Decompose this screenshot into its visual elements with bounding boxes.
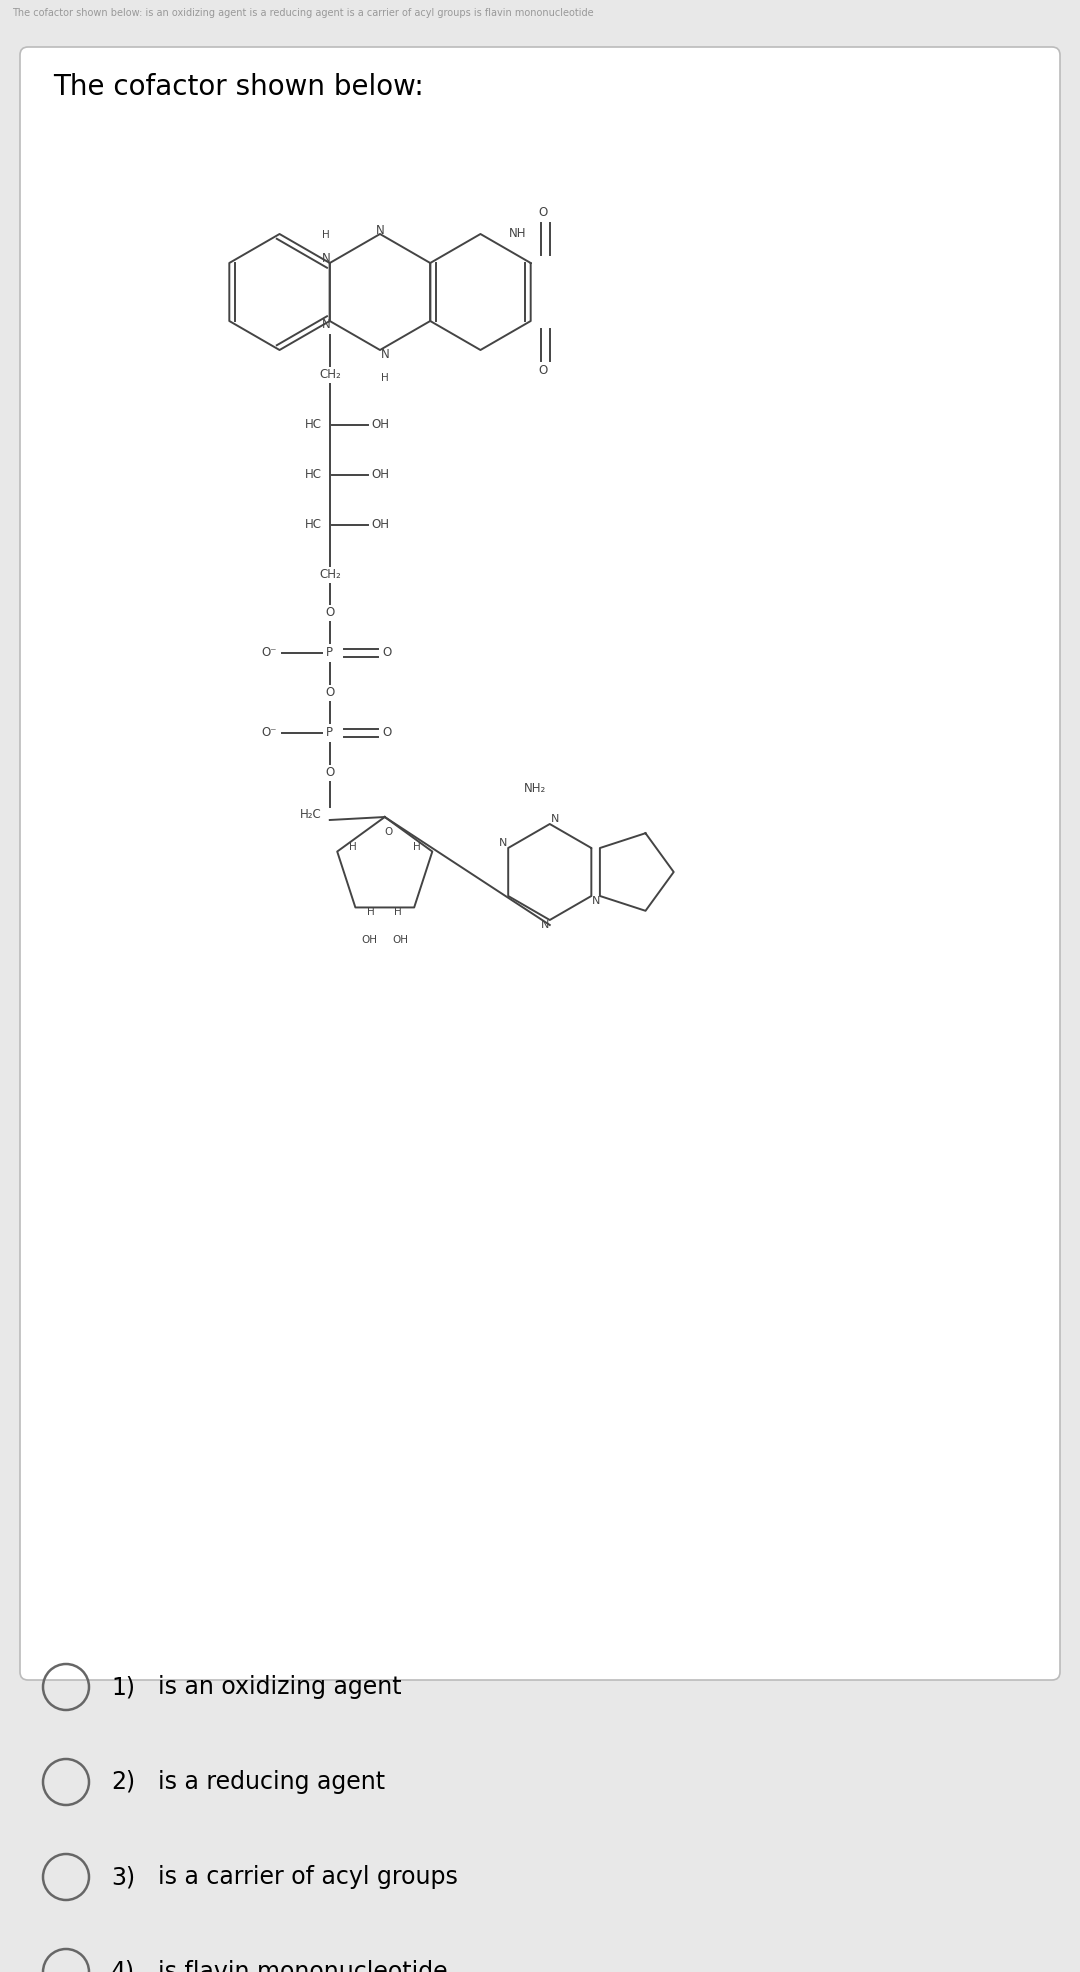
Text: 4): 4) bbox=[111, 1960, 135, 1972]
Text: O: O bbox=[382, 647, 392, 659]
Text: N: N bbox=[592, 895, 600, 905]
Text: O: O bbox=[382, 726, 392, 740]
Text: OH: OH bbox=[372, 469, 390, 481]
Text: HC: HC bbox=[305, 519, 322, 532]
Text: CH₂: CH₂ bbox=[319, 568, 340, 582]
Text: N: N bbox=[380, 349, 390, 361]
Text: is flavin mononucleotide: is flavin mononucleotide bbox=[158, 1960, 447, 1972]
Text: P: P bbox=[326, 647, 334, 659]
Text: P: P bbox=[326, 726, 334, 740]
Text: is an oxidizing agent: is an oxidizing agent bbox=[158, 1674, 402, 1700]
Text: N: N bbox=[376, 223, 384, 237]
Text: is a reducing agent: is a reducing agent bbox=[158, 1771, 386, 1795]
Text: HC: HC bbox=[305, 469, 322, 481]
Text: O: O bbox=[325, 607, 335, 619]
Text: 1): 1) bbox=[111, 1674, 135, 1700]
Text: NH₂: NH₂ bbox=[524, 783, 546, 795]
Text: 2): 2) bbox=[111, 1771, 135, 1795]
Text: O⁻: O⁻ bbox=[261, 726, 276, 740]
Text: N: N bbox=[322, 252, 330, 266]
Text: N: N bbox=[322, 319, 330, 331]
Text: O: O bbox=[325, 767, 335, 779]
Text: The cofactor shown below: is an oxidizing agent is a reducing agent is a carrier: The cofactor shown below: is an oxidizin… bbox=[12, 8, 594, 18]
Text: O: O bbox=[384, 826, 393, 836]
Text: N: N bbox=[541, 921, 549, 931]
Text: O: O bbox=[538, 207, 548, 219]
Text: The cofactor shown below:: The cofactor shown below: bbox=[53, 73, 423, 101]
Text: OH: OH bbox=[372, 418, 390, 432]
Text: O: O bbox=[325, 686, 335, 700]
Text: N: N bbox=[499, 838, 508, 848]
Text: H: H bbox=[322, 231, 329, 241]
FancyBboxPatch shape bbox=[21, 47, 1059, 1680]
Text: N: N bbox=[551, 814, 559, 824]
Text: H: H bbox=[413, 842, 420, 852]
Text: H: H bbox=[381, 373, 389, 383]
Text: O: O bbox=[538, 365, 548, 377]
Text: OH: OH bbox=[392, 935, 408, 945]
Text: 3): 3) bbox=[111, 1866, 135, 1889]
Text: H₂C: H₂C bbox=[300, 809, 322, 822]
Text: is a carrier of acyl groups: is a carrier of acyl groups bbox=[158, 1866, 458, 1889]
Text: HC: HC bbox=[305, 418, 322, 432]
Text: CH₂: CH₂ bbox=[319, 369, 340, 381]
Text: H: H bbox=[349, 842, 357, 852]
Text: OH: OH bbox=[362, 935, 377, 945]
Text: NH: NH bbox=[509, 227, 526, 241]
Text: OH: OH bbox=[372, 519, 390, 532]
Text: H: H bbox=[367, 907, 375, 917]
Text: O⁻: O⁻ bbox=[261, 647, 276, 659]
Text: H: H bbox=[394, 907, 402, 917]
